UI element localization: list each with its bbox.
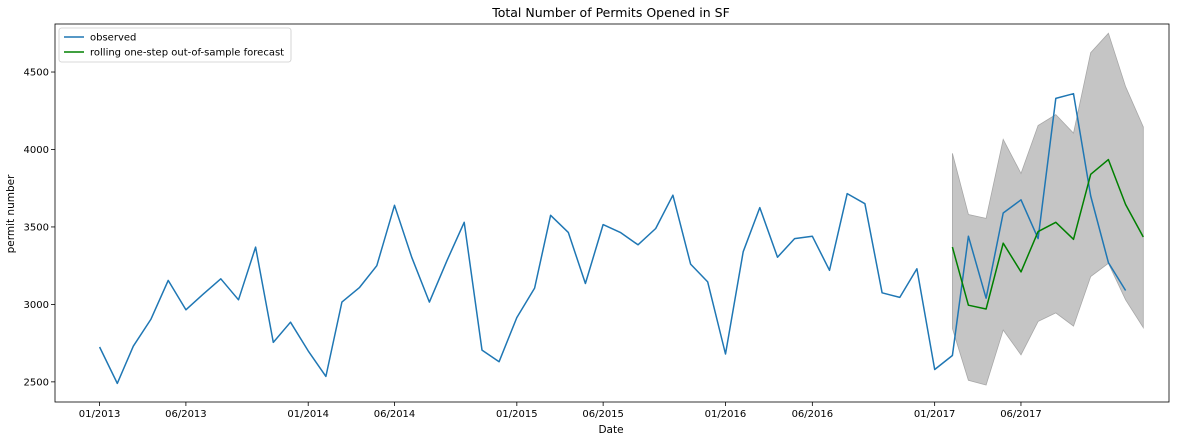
y-tick-label: 3000 [24,300,49,311]
plot-frame [54,23,1170,403]
y-axis: 2500 3000 3500 4000 4500 [24,68,55,388]
x-axis-label: Date [598,424,623,436]
legend: observed rolling one-step out-of-sample f… [58,27,292,63]
x-tick-label: 01/2015 [496,409,538,420]
y-tick-label: 4500 [24,68,49,79]
y-tick-label: 4000 [24,145,49,156]
y-axis-label: permit number [5,174,17,254]
x-tick-label: 01/2016 [705,409,747,420]
forecast-confidence-band [952,32,1144,386]
plot-area [98,32,1144,386]
chart-title: Total Number of Permits Opened in SF [491,5,730,20]
x-tick-label: 06/2017 [1000,409,1042,420]
forecast-series-line [951,158,1144,310]
legend-box [58,27,292,63]
x-tick-label: 01/2017 [914,409,956,420]
x-tick-label: 06/2016 [792,409,834,420]
y-tick-label: 3500 [24,222,49,233]
legend-label-observed: observed [90,33,136,44]
y-tick-label: 2500 [24,377,49,388]
x-axis: 01/2013 06/2013 01/2014 06/2014 01/2015 06/20… [79,402,1042,420]
x-tick-label: 06/2014 [374,409,416,420]
x-tick-label: 06/2013 [165,409,207,420]
x-tick-label: 01/2013 [79,409,121,420]
x-tick-label: 01/2014 [287,409,329,420]
observed-series-line [98,92,1127,385]
legend-label-forecast: rolling one-step out-of-sample forecast [90,48,284,59]
x-tick-label: 06/2015 [582,409,624,420]
